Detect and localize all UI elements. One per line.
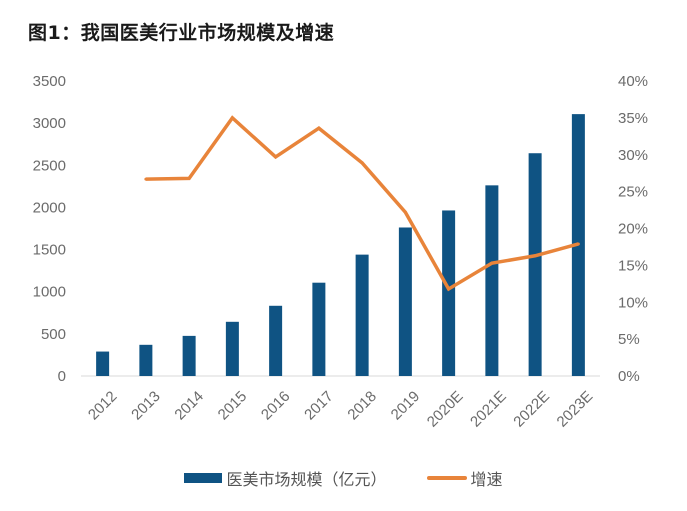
growth-point-2020E — [447, 287, 451, 291]
y-right-tick-label: 15% — [618, 257, 648, 274]
x-tick-label: 2017 — [301, 388, 337, 424]
y-left-tick-label: 3000 — [33, 115, 66, 132]
y-left-tick-label: 0 — [58, 368, 66, 385]
legend-item-market-size: 医美市场规模（亿元） — [184, 466, 387, 490]
growth-point-2016 — [274, 155, 278, 159]
y-right-tick-label: 20% — [618, 221, 648, 238]
growth-point-2018 — [360, 161, 364, 165]
growth-point-2019 — [403, 210, 407, 214]
y-right-tick-label: 40% — [618, 73, 648, 90]
bar-2014 — [182, 335, 196, 376]
x-tick-label: 2015 — [215, 388, 251, 424]
bar-2015 — [225, 321, 239, 376]
x-tick-label: 2018 — [344, 388, 380, 424]
legend-label-growth: 增速 — [470, 470, 503, 489]
x-tick-label: 2014 — [171, 388, 207, 424]
growth-point-2017 — [317, 126, 321, 130]
x-tick-label: 2013 — [128, 388, 164, 424]
legend-swatch-bar — [184, 473, 223, 483]
y-right-tick-label: 0% — [618, 368, 640, 385]
x-tick-label: 2023E — [554, 388, 597, 431]
chart-canvas: 0 500 1000 1500 2000 2500 3000 3500 0% 5% 10% 15% 20… — [33, 73, 648, 431]
bar-2016 — [269, 305, 283, 376]
y-right-tick-label: 10% — [618, 294, 648, 311]
growth-point-2015 — [230, 116, 234, 120]
x-tick-label: 2022E — [510, 388, 553, 431]
y-left-tick-label: 2000 — [33, 199, 66, 216]
legend: 医美市场规模（亿元） 增速 — [0, 466, 687, 490]
chart-title: 图1：我国医美行业市场规模及增速 — [28, 22, 335, 44]
legend-item-growth: 增速 — [426, 466, 503, 490]
legend-swatch-line — [426, 476, 467, 480]
bar-2021E — [485, 185, 499, 376]
bar-2019 — [398, 227, 412, 376]
bar-2017 — [312, 282, 326, 376]
bar-2022E — [528, 153, 542, 376]
y-right-tick-label: 5% — [618, 331, 640, 348]
x-tick-label: 2019 — [388, 388, 424, 424]
bar-2012 — [96, 351, 110, 376]
growth-point-2013 — [144, 177, 148, 181]
y-right-tick-label: 25% — [618, 184, 648, 201]
bar-2020E — [442, 210, 456, 376]
x-tick-label: 2020E — [424, 388, 467, 431]
y-right-tick-label: 30% — [618, 147, 648, 164]
y-right-tick-label: 35% — [618, 110, 648, 127]
growth-point-2023E — [576, 242, 580, 246]
y-left-tick-label: 1000 — [33, 284, 66, 301]
x-tick-label: 2016 — [258, 388, 294, 424]
legend-label-market-size: 医美市场规模（亿元） — [226, 470, 387, 489]
y-left-tick-label: 1500 — [33, 242, 66, 259]
y-left-tick-label: 2500 — [33, 157, 66, 174]
bar-2018 — [355, 254, 369, 376]
growth-point-2022E — [533, 254, 537, 258]
growth-point-2014 — [187, 176, 191, 180]
x-tick-label: 2012 — [85, 388, 121, 424]
y-left-tick-label: 500 — [41, 326, 66, 343]
x-tick-label: 2021E — [467, 388, 510, 431]
bar-2013 — [139, 344, 153, 376]
growth-point-2021E — [490, 261, 494, 265]
y-left-tick-label: 3500 — [33, 73, 66, 90]
